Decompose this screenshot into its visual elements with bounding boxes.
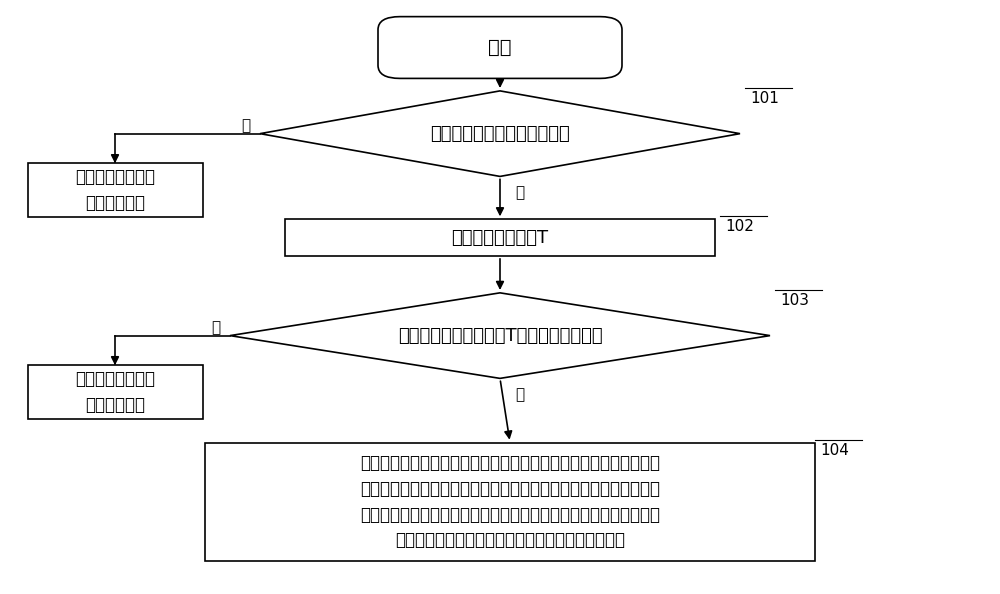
Text: 102: 102	[725, 219, 754, 234]
Text: 控制空调器加热管
处于关闭状态: 控制空调器加热管 处于关闭状态	[75, 370, 155, 414]
Polygon shape	[260, 91, 740, 176]
Text: 开始: 开始	[488, 38, 512, 57]
Text: 是: 是	[515, 387, 524, 402]
Text: 获取当前室外温度T: 获取当前室外温度T	[451, 229, 549, 247]
Bar	[205, 443, 815, 561]
FancyBboxPatch shape	[378, 17, 622, 78]
Polygon shape	[230, 293, 770, 378]
Text: 103: 103	[780, 293, 809, 308]
Text: 否: 否	[211, 320, 220, 336]
Text: 控制空调器进入首个化霜周期，使得空调器加热管开启并运行预设时
间，且在化霜结束时获取所述首个化霜周期所用的时间；以及，在空
调器进入后一个化霜周期时，根据最邻近: 控制空调器进入首个化霜周期，使得空调器加热管开启并运行预设时 间，且在化霜结束时…	[360, 454, 660, 549]
Text: 101: 101	[750, 91, 779, 106]
Text: 104: 104	[820, 443, 849, 457]
Text: 否: 否	[241, 118, 250, 134]
Text: 判断所述当前室外温度T是否满足预设条件: 判断所述当前室外温度T是否满足预设条件	[398, 327, 602, 345]
Bar	[285, 219, 715, 256]
Text: 是: 是	[515, 185, 524, 200]
Text: 判断空调器是否开启制热模式: 判断空调器是否开启制热模式	[430, 125, 570, 143]
Text: 控制空调器加热管
处于关闭状态: 控制空调器加热管 处于关闭状态	[75, 168, 155, 212]
Bar	[28, 365, 202, 419]
Bar	[28, 163, 202, 217]
